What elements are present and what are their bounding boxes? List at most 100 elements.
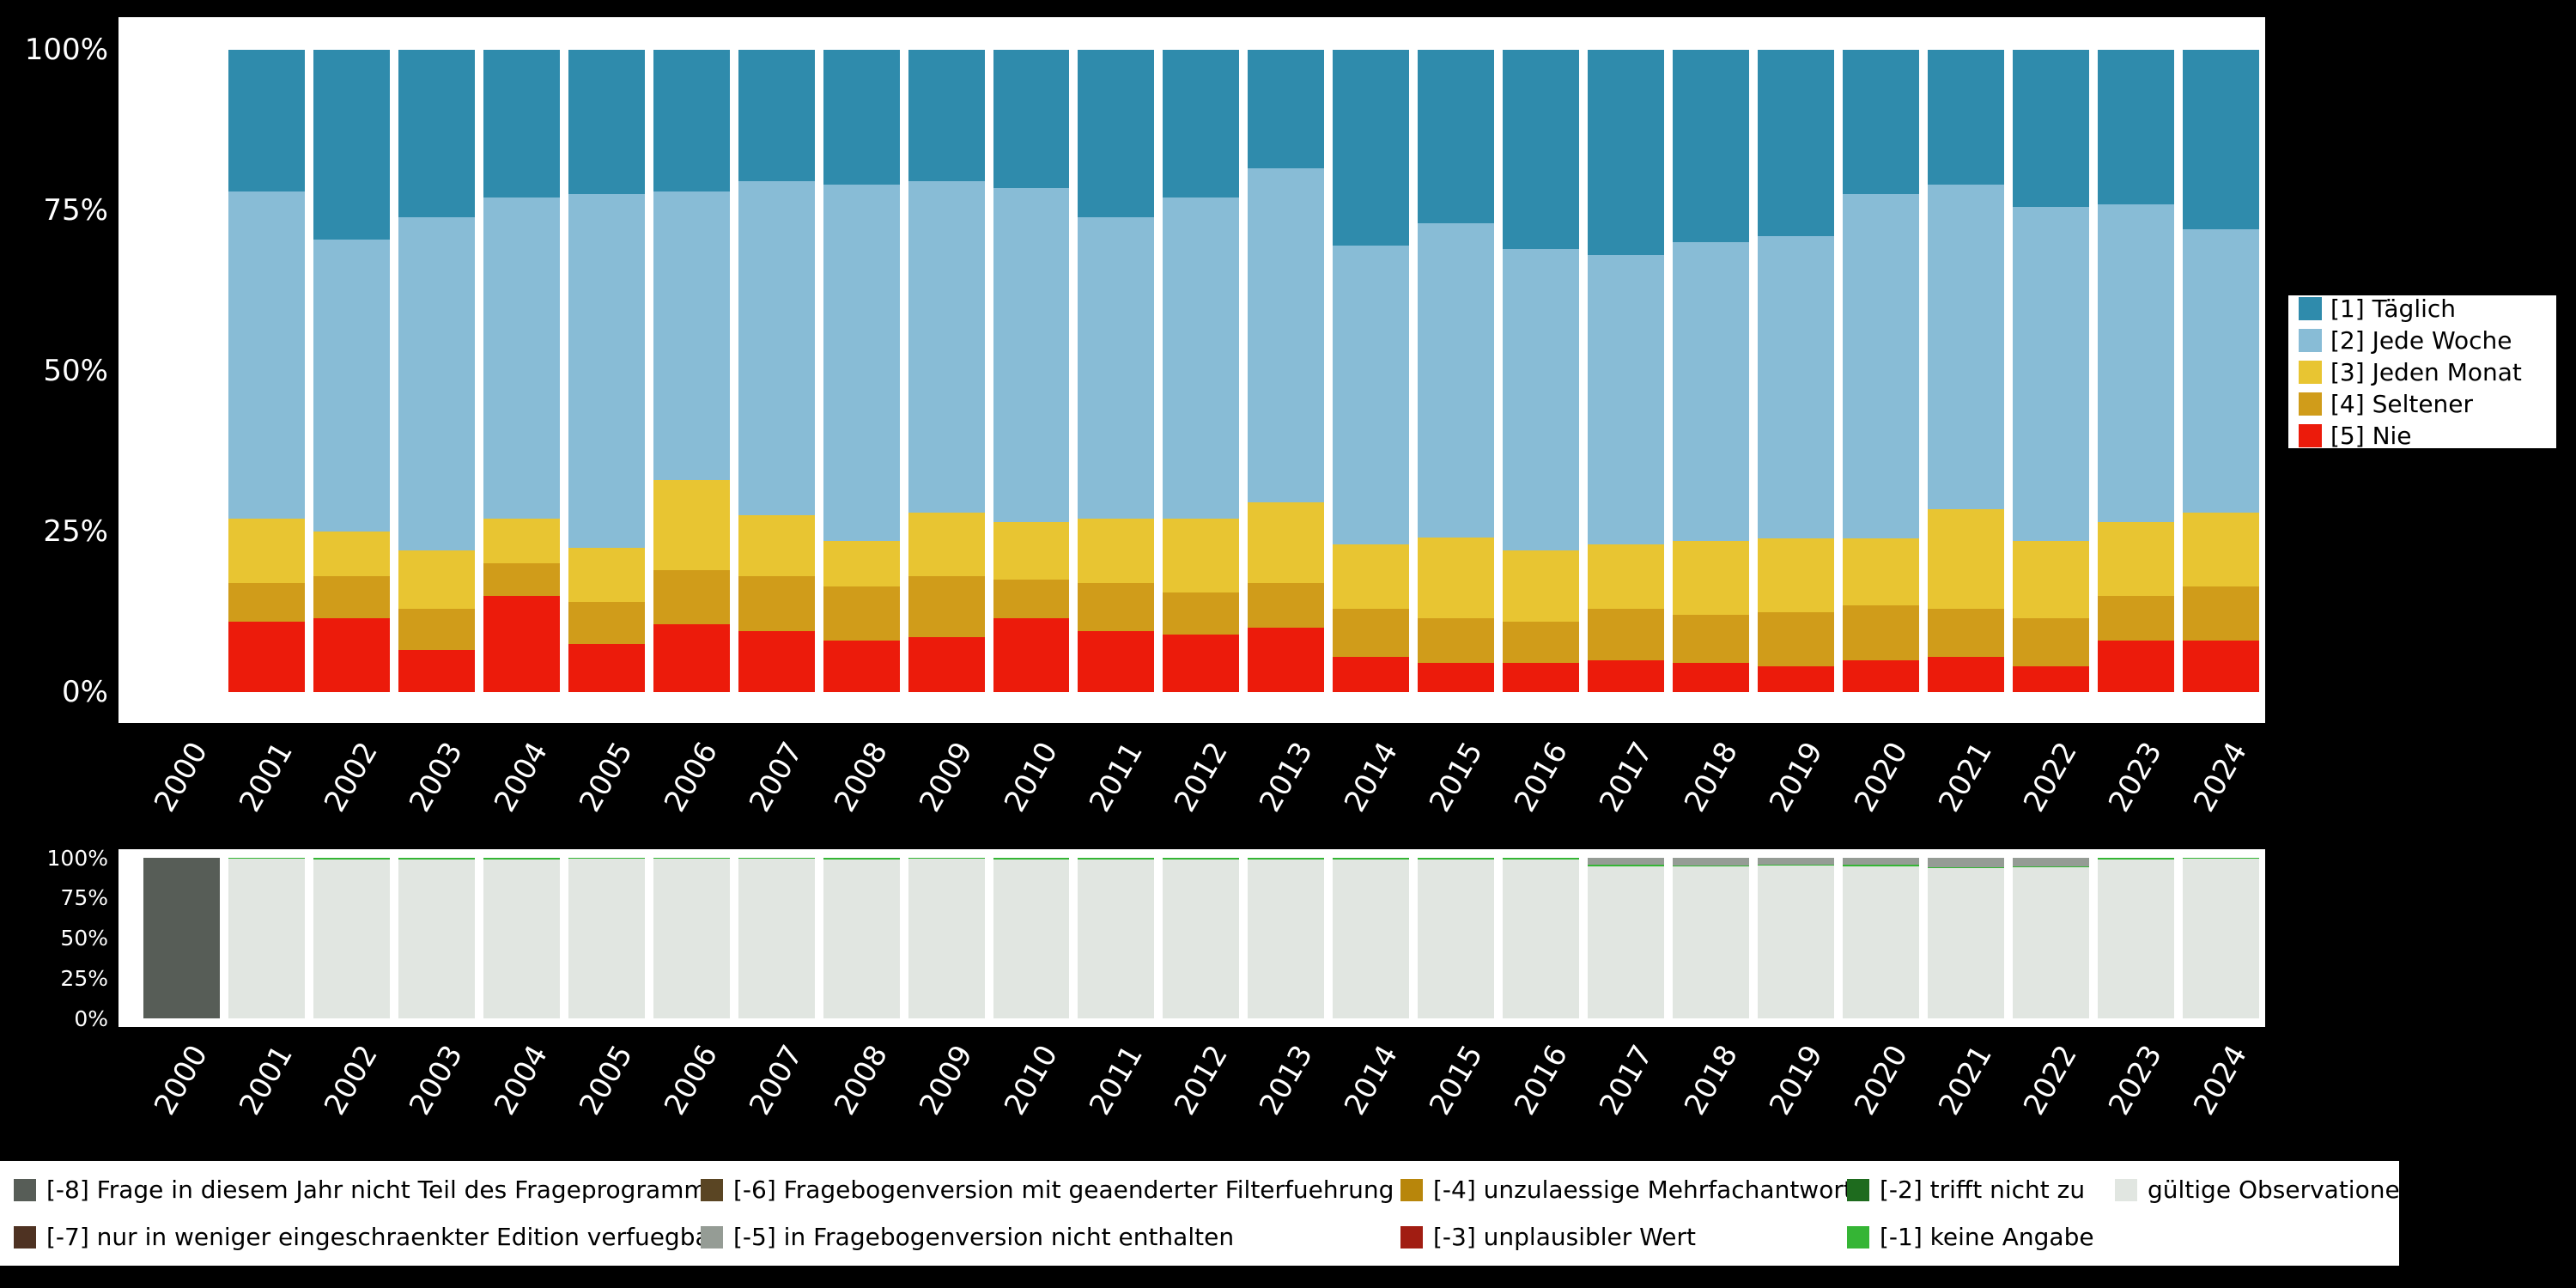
stacked-bar-2020 [1843,50,1920,692]
bar-segment [228,858,305,859]
x-tick-slot: 2007 [734,1035,819,1125]
x-axis-tick-label: 2001 [233,736,301,817]
bar-slot-2004 [479,50,564,692]
bar-segment [1588,858,1665,866]
bar-segment [2182,50,2259,230]
bar-segment [143,858,220,1018]
bar-segment [1673,858,1750,866]
legend-item: [-7] nur in weniger eingeschraenkter Edi… [14,1223,720,1251]
x-tick-slot: 2011 [1073,1035,1158,1125]
x-tick-slot: 2023 [2093,1035,2178,1125]
bar-segment [228,50,305,191]
x-axis-tick-label: 2006 [658,736,726,817]
bar-slot-2021 [1923,858,2008,1018]
bar-segment [1418,538,1495,618]
bar-slot-2006 [649,858,734,1018]
bar-segment [1928,858,2004,867]
bar-slot-2021 [1923,50,2008,692]
legend-swatch-icon [2115,1178,2137,1201]
bar-segment [483,50,560,198]
bar-segment [1418,50,1495,223]
missings-chart-panel [118,849,2265,1027]
stacked-bar-2016 [1503,50,1580,692]
bar-segment [1928,868,2004,1018]
legend-item: [-6] Fragebogenversion mit geaenderter F… [701,1176,1400,1204]
x-axis-tick-label: 2014 [1337,1039,1405,1121]
bar-slot-2004 [479,858,564,1018]
stacked-bar-2003 [398,858,475,1018]
bar-slot-2013 [1243,858,1328,1018]
x-axis-tick-label: 2012 [1167,1039,1235,1121]
bar-slot-2014 [1328,50,1413,692]
x-tick-slot: 2002 [309,732,394,822]
bar-segment [228,582,305,622]
x-axis-tick-label: 2016 [1507,736,1575,817]
legend-swatch-icon [701,1178,723,1201]
bar-segment [313,858,390,860]
bar-slot-2007 [734,50,819,692]
x-tick-slot: 2006 [649,732,734,822]
bar-segment [823,50,900,185]
bar-segment [1163,50,1240,198]
x-tick-slot: 2008 [819,732,904,822]
bar-segment [1843,50,1920,195]
bar-segment [823,541,900,586]
x-axis-tick-label: 2002 [318,1039,386,1121]
bar-segment [2182,512,2259,586]
x-tick-slot: 2021 [1923,732,2008,822]
x-tick-slot: 2019 [1753,1035,1838,1125]
legend-item: [-2] trifft nicht zu [1847,1176,2115,1204]
x-tick-slot: 2015 [1413,1035,1498,1125]
bar-slot-2016 [1498,50,1583,692]
bar-slot-2023 [2093,858,2178,1018]
bar-segment [993,617,1070,692]
bar-segment [1758,866,1835,1018]
x-tick-slot: 2024 [2178,1035,2263,1125]
bar-segment [1758,864,1835,866]
bar-segment [2012,541,2089,618]
bar-segment [908,512,985,577]
legend-swatch-icon [1847,1178,1869,1201]
bar-segment [653,480,730,570]
bar-segment [908,181,985,513]
x-tick-slot: 2017 [1583,1035,1668,1125]
bar-slot-2003 [394,50,479,692]
x-tick-slot: 2007 [734,732,819,822]
legend-item: [-8] Frage in diesem Jahr nicht Teil des… [14,1176,720,1204]
bar-slot-2007 [734,858,819,1018]
bar-segment [1673,663,1750,692]
bar-segment [738,576,815,631]
x-tick-slot: 2022 [2008,1035,2093,1125]
bar-segment [2012,207,2089,542]
bar-segment [823,641,900,692]
legend-item: [-5] in Fragebogenversion nicht enthalte… [701,1223,1400,1251]
bar-segment [1333,860,1410,1018]
x-axis-tick-label: 2012 [1167,736,1235,817]
bar-segment [228,519,305,583]
bar-slot-2009 [904,50,989,692]
bar-segment [1928,866,2004,869]
bar-segment [1758,611,1835,667]
bar-segment [1163,634,1240,692]
x-tick-slot: 2008 [819,1035,904,1125]
bar-segment [1588,659,1665,692]
x-tick-slot: 2022 [2008,732,2093,822]
legend-label: [5] Nie [2330,421,2412,450]
stacked-bar-2009 [908,50,985,692]
bar-segment [2012,867,2089,1018]
bar-segment [653,191,730,481]
bar-segment [2097,859,2174,1018]
bar-segment [1758,666,1835,692]
stacked-bar-2001 [228,50,305,692]
x-tick-slot: 2017 [1583,732,1668,822]
stacked-bar-2017 [1588,50,1665,692]
x-tick-slot: 2013 [1243,732,1328,822]
bar-segment [1928,656,2004,692]
bar-segment [1843,194,1920,538]
bar-segment [2097,641,2174,692]
stacked-bar-2017 [1588,858,1665,1018]
bar-segment [313,239,390,532]
bar-segment [1078,858,1155,860]
bar-segment [2012,858,2089,867]
x-tick-slot: 2004 [479,1035,564,1125]
